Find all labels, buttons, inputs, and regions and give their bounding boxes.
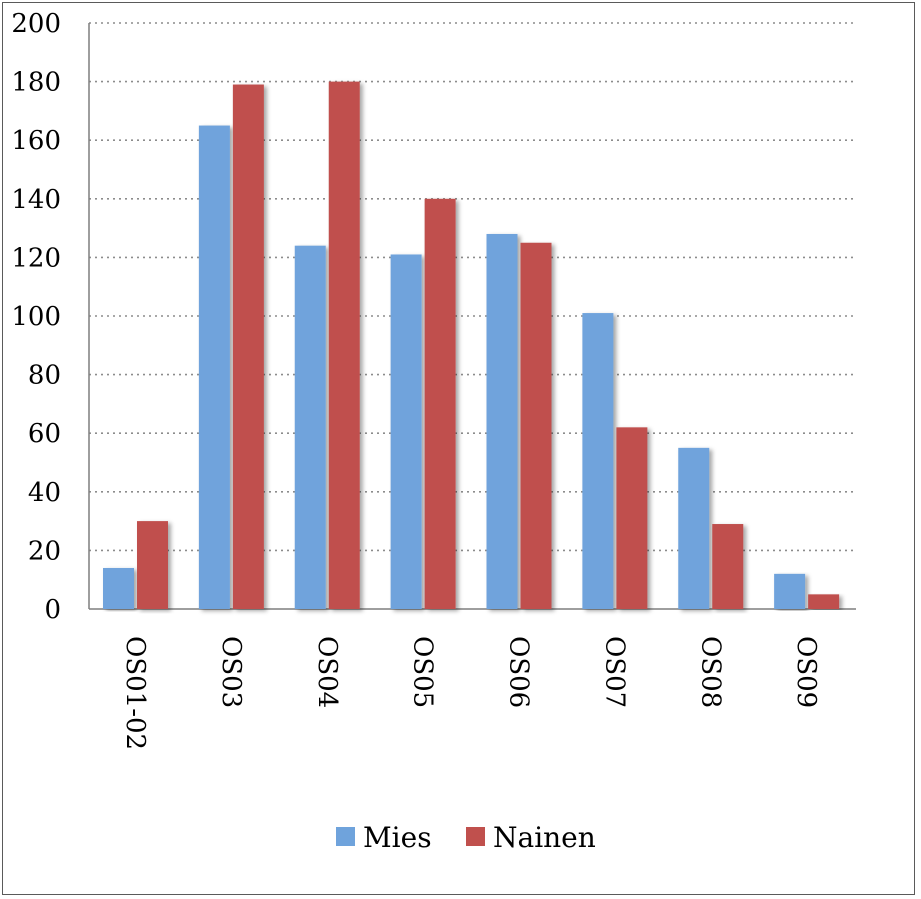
- bar-nainen-os03: [232, 84, 264, 609]
- bar-nainen-os08: [712, 524, 744, 609]
- x-tick-label: OS04: [312, 636, 342, 708]
- legend-swatch-mies: [336, 827, 355, 846]
- bar-nainen-os04: [328, 81, 360, 610]
- y-axis-tick-labels: 0 20 40 60 80 100 120 140 160 180 200: [11, 9, 61, 625]
- y-tick-label: 0: [44, 595, 61, 625]
- bar-mies-os07: [582, 313, 614, 609]
- bar-mies-os05: [390, 254, 422, 609]
- y-tick-label: 20: [28, 536, 61, 566]
- x-tick-label: OS07: [599, 636, 629, 708]
- bar-mies-os03: [198, 125, 230, 610]
- legend-label-nainen: Nainen: [493, 821, 596, 854]
- bar-mies-os01-02: [103, 567, 134, 609]
- y-tick-label: 60: [28, 419, 61, 449]
- y-tick-label: 80: [28, 361, 61, 391]
- x-tick-label: OS08: [695, 636, 725, 708]
- bar-nainen-os01-02: [137, 521, 168, 609]
- bar-nainen-os06: [520, 242, 552, 609]
- bar-mies-os04: [294, 245, 326, 609]
- x-tick-label: OS05: [408, 636, 438, 708]
- y-tick-label: 100: [11, 302, 61, 332]
- bars: [103, 81, 840, 610]
- y-tick-label: 160: [11, 126, 61, 156]
- bar-mies-os06: [486, 233, 518, 609]
- legend-swatch-nainen: [466, 827, 485, 846]
- x-tick-label: OS01-02: [120, 636, 150, 750]
- y-tick-label: 40: [28, 478, 61, 508]
- x-axis-tick-labels: OS01-02 OS03 OS04 OS05 OS06 OS07 OS08 OS09: [120, 636, 821, 750]
- y-tick-label: 140: [11, 185, 61, 215]
- x-tick-label: OS09: [791, 636, 821, 708]
- bar-mies-os09: [774, 573, 806, 609]
- y-tick-label: 200: [11, 9, 61, 39]
- bar-mies-os08: [678, 447, 710, 609]
- y-tick-label: 180: [11, 68, 61, 98]
- x-tick-label: OS03: [216, 636, 246, 708]
- bar-nainen-os07: [616, 427, 648, 609]
- bar-nainen-os05: [424, 198, 456, 610]
- y-tick-label: 120: [11, 243, 61, 273]
- bar-nainen-os09: [808, 594, 840, 609]
- x-tick-label: OS06: [504, 636, 534, 708]
- legend-label-mies: Mies: [363, 821, 432, 854]
- legend: Mies Nainen: [336, 821, 596, 854]
